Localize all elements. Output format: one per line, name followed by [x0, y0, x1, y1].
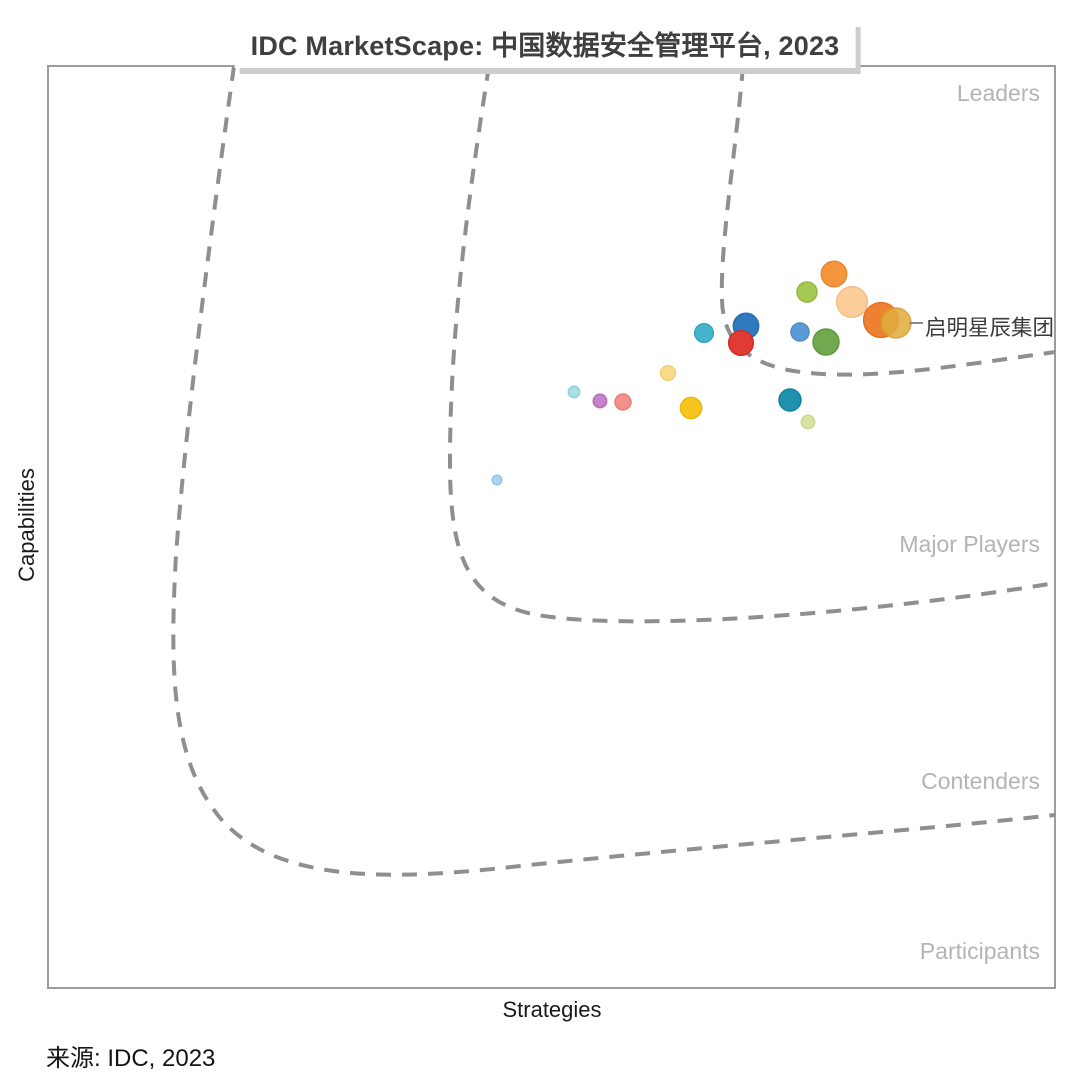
vendor-red-bubble — [727, 329, 755, 357]
vendor-violet-bubble — [592, 393, 608, 409]
vendor-pale-green-bubble — [800, 414, 816, 430]
vendor-peach-bubble — [835, 285, 869, 319]
vendor-yellow-bubble — [679, 396, 703, 420]
chart-title: IDC MarketScape: 中国数据安全管理平台, 2023 — [234, 21, 856, 68]
vendor-light-blue-bubble — [491, 474, 503, 486]
vendor-orange-small-bubble — [820, 260, 848, 288]
vendor-annotation-label: 启明星辰集团 — [925, 316, 1055, 340]
vendor-cyan-bubble — [693, 322, 715, 344]
source-note: 来源: IDC, 2023 — [46, 1045, 216, 1072]
boundary-dash-curve — [447, 65, 1056, 624]
vendor-pale-yellow-bubble — [659, 364, 677, 382]
vendor-green-bubble — [812, 328, 840, 356]
vendor-salmon-bubble — [614, 393, 632, 411]
y-axis-label: Capabilities — [14, 468, 39, 582]
region-label-leaders: Leaders — [956, 80, 1040, 106]
vendor-gold-bubble — [880, 307, 912, 339]
vendor-teal-bubble — [778, 388, 802, 412]
vendor-light-cyan-bubble — [567, 385, 581, 399]
region-boundaries — [171, 65, 1056, 877]
x-axis-label: Strategies — [502, 997, 602, 1022]
region-label-major-players: Major Players — [899, 531, 1040, 557]
region-label-contenders: Contenders — [921, 768, 1040, 794]
vendor-blue-medium-bubble — [790, 322, 810, 342]
boundary-dash-curve — [171, 65, 1056, 877]
vendor-yellowgreen-bubble — [796, 281, 818, 303]
region-label-participants: Participants — [919, 938, 1040, 964]
plot-border — [47, 65, 1056, 989]
vendor-bubbles — [491, 260, 912, 486]
